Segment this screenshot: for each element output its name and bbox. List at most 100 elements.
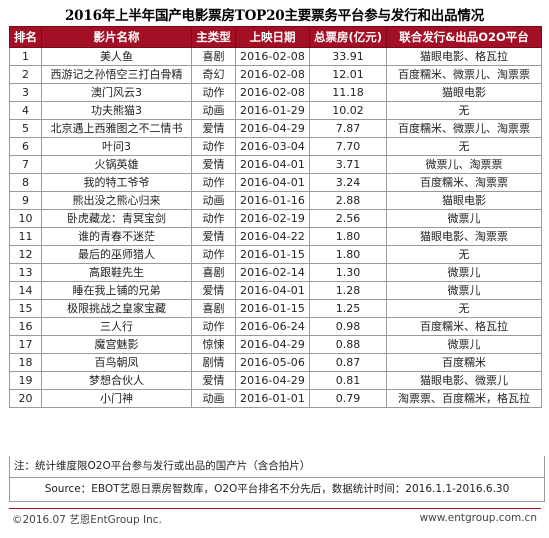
film-name-cell: 熊出没之熊心归来 bbox=[41, 191, 192, 210]
box-office-cell: 0.79 bbox=[309, 389, 387, 408]
table-row: 5 北京遇上西雅图之不二情书 爱情 2016-04-29 7.87 百度糯米、微票儿、淘票… bbox=[9, 119, 542, 138]
platform-cell: 百度糯米 bbox=[386, 353, 542, 372]
rank-cell: 14 bbox=[9, 281, 42, 300]
box-office-cell: 0.98 bbox=[309, 317, 387, 336]
table-row: 3 澳门风云3 动作 2016-02-08 11.18 猫眼电影 bbox=[9, 83, 542, 102]
box-office-cell: 11.18 bbox=[309, 83, 387, 102]
release-date-cell: 2016-03-04 bbox=[235, 137, 310, 156]
film-name-cell: 卧虎藏龙：青冥宝剑 bbox=[41, 209, 192, 228]
table-row: 2 西游记之孙悟空三打白骨精 奇幻 2016-02-08 12.01 百度糯米、微票儿、淘… bbox=[9, 65, 542, 84]
rank-cell: 9 bbox=[9, 191, 42, 210]
box-office-cell: 2.88 bbox=[309, 191, 387, 210]
table-row: 15 极限挑战之皇家宝藏 喜剧 2016-01-15 1.25 无 bbox=[9, 299, 542, 318]
film-name-cell: 高跟鞋先生 bbox=[41, 263, 192, 282]
film-name-cell: 我的特工爷爷 bbox=[41, 173, 192, 192]
footer-website: www.entgroup.com.cn bbox=[419, 512, 537, 524]
box-office-cell: 1.25 bbox=[309, 299, 387, 318]
platform-cell: 微票儿 bbox=[386, 209, 542, 228]
table-row: 9 熊出没之熊心归来 动画 2016-01-16 2.88 猫眼电影 bbox=[9, 191, 542, 210]
film-name-cell: 小门神 bbox=[41, 389, 192, 408]
platform-cell: 百度糯米、格瓦拉 bbox=[386, 317, 542, 336]
release-date-cell: 2016-06-24 bbox=[235, 317, 310, 336]
genre-cell: 喜剧 bbox=[191, 47, 236, 66]
film-name-cell: 北京遇上西雅图之不二情书 bbox=[41, 119, 192, 138]
rank-cell: 10 bbox=[9, 209, 42, 228]
genre-cell: 动作 bbox=[191, 173, 236, 192]
release-date-cell: 2016-01-15 bbox=[235, 245, 310, 264]
genre-cell: 爱情 bbox=[191, 281, 236, 300]
film-name-cell: 功夫熊猫3 bbox=[41, 101, 192, 120]
box-office-cell: 0.87 bbox=[309, 353, 387, 372]
release-date-cell: 2016-02-19 bbox=[235, 209, 310, 228]
genre-cell: 动作 bbox=[191, 317, 236, 336]
platform-cell: 无 bbox=[386, 245, 542, 264]
platform-cell: 淘票票、百度糯米，格瓦拉 bbox=[386, 389, 542, 408]
release-date-cell: 2016-04-01 bbox=[235, 281, 310, 300]
table-row: 17 魔宫魅影 惊悚 2016-04-29 0.88 微票儿 bbox=[9, 335, 542, 354]
table-row: 19 梦想合伙人 爱情 2016-04-29 0.81 猫眼电影、微票儿 bbox=[9, 371, 542, 390]
release-date-cell: 2016-04-22 bbox=[235, 227, 310, 246]
rank-cell: 1 bbox=[9, 47, 42, 66]
box-office-cell: 10.02 bbox=[309, 101, 387, 120]
platform-cell: 猫眼电影、淘票票 bbox=[386, 227, 542, 246]
genre-cell: 喜剧 bbox=[191, 299, 236, 318]
table-row: 11 谁的青春不迷茫 爱情 2016-04-22 1.80 猫眼电影、淘票票 bbox=[9, 227, 542, 246]
table-row: 6 叶问3 动作 2016-03-04 7.70 无 bbox=[9, 137, 542, 156]
genre-cell: 奇幻 bbox=[191, 65, 236, 84]
header-o2o-platforms: 联合发行&出品O2O平台 bbox=[386, 26, 542, 48]
release-date-cell: 2016-04-01 bbox=[235, 155, 310, 174]
genre-cell: 动画 bbox=[191, 389, 236, 408]
release-date-cell: 2016-02-08 bbox=[235, 65, 310, 84]
rank-cell: 11 bbox=[9, 227, 42, 246]
rank-cell: 19 bbox=[9, 371, 42, 390]
film-name-cell: 三人行 bbox=[41, 317, 192, 336]
release-date-cell: 2016-01-16 bbox=[235, 191, 310, 210]
rank-cell: 3 bbox=[9, 83, 42, 102]
table-row: 16 三人行 动作 2016-06-24 0.98 百度糯米、格瓦拉 bbox=[9, 317, 542, 336]
genre-cell: 剧情 bbox=[191, 353, 236, 372]
release-date-cell: 2016-04-29 bbox=[235, 335, 310, 354]
genre-cell: 动作 bbox=[191, 245, 236, 264]
box-office-cell: 0.81 bbox=[309, 371, 387, 390]
rank-cell: 17 bbox=[9, 335, 42, 354]
genre-cell: 动作 bbox=[191, 83, 236, 102]
box-office-cell: 33.91 bbox=[309, 47, 387, 66]
rank-cell: 18 bbox=[9, 353, 42, 372]
rank-cell: 12 bbox=[9, 245, 42, 264]
box-office-cell: 7.87 bbox=[309, 119, 387, 138]
genre-cell: 动作 bbox=[191, 209, 236, 228]
box-office-cell: 2.56 bbox=[309, 209, 387, 228]
release-date-cell: 2016-01-29 bbox=[235, 101, 310, 120]
rank-cell: 2 bbox=[9, 65, 42, 84]
platform-cell: 猫眼电影 bbox=[386, 83, 542, 102]
header-film-name: 影片名称 bbox=[41, 26, 192, 48]
genre-cell: 喜剧 bbox=[191, 263, 236, 282]
release-date-cell: 2016-04-29 bbox=[235, 371, 310, 390]
box-office-cell: 7.70 bbox=[309, 137, 387, 156]
footer-copyright: ©2016.07 艺恩EntGroup Inc. bbox=[12, 514, 162, 526]
header-genre: 主类型 bbox=[191, 26, 236, 48]
table-row: 10 卧虎藏龙：青冥宝剑 动作 2016-02-19 2.56 微票儿 bbox=[9, 209, 542, 228]
rank-cell: 4 bbox=[9, 101, 42, 120]
rank-cell: 7 bbox=[9, 155, 42, 174]
genre-cell: 爱情 bbox=[191, 227, 236, 246]
rank-cell: 20 bbox=[9, 389, 42, 408]
platform-cell: 微票儿、淘票票 bbox=[386, 155, 542, 174]
table-row: 8 我的特工爷爷 动作 2016-04-01 3.24 百度糯米、淘票票 bbox=[9, 173, 542, 192]
film-name-cell: 极限挑战之皇家宝藏 bbox=[41, 299, 192, 318]
platform-cell: 微票儿 bbox=[386, 281, 542, 300]
film-name-cell: 谁的青春不迷茫 bbox=[41, 227, 192, 246]
film-name-cell: 百鸟朝凤 bbox=[41, 353, 192, 372]
release-date-cell: 2016-05-06 bbox=[235, 353, 310, 372]
film-name-cell: 美人鱼 bbox=[41, 47, 192, 66]
table-row: 14 睡在我上铺的兄弟 爱情 2016-04-01 1.28 微票儿 bbox=[9, 281, 542, 300]
footer: ©2016.07 艺恩EntGroup Inc. www.entgroup.co… bbox=[0, 508, 549, 530]
film-name-cell: 西游记之孙悟空三打白骨精 bbox=[41, 65, 192, 84]
rank-cell: 13 bbox=[9, 263, 42, 282]
release-date-cell: 2016-02-14 bbox=[235, 263, 310, 282]
box-office-cell: 1.28 bbox=[309, 281, 387, 300]
platform-cell: 百度糯米、微票儿、淘票票 bbox=[386, 65, 542, 84]
table-row: 7 火锅英雄 爱情 2016-04-01 3.71 微票儿、淘票票 bbox=[9, 155, 542, 174]
rank-cell: 6 bbox=[9, 137, 42, 156]
box-office-cell: 1.30 bbox=[309, 263, 387, 282]
